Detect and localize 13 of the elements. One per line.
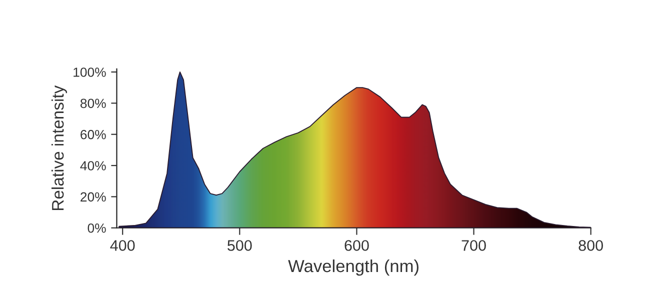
y-tick-label: 100% xyxy=(74,68,106,77)
x-tick-label: 600 xyxy=(344,240,369,251)
y-tick-label: 0% xyxy=(88,223,106,233)
x-tick-label: 800 xyxy=(578,240,603,251)
x-tick-label: 500 xyxy=(228,240,252,251)
x-axis-title: Wavelength (nm) xyxy=(288,259,418,276)
y-tick-label: 20% xyxy=(80,192,106,202)
y-tick-label: 60% xyxy=(80,130,106,140)
y-axis-title: Relative intensity xyxy=(51,85,68,210)
x-tick-label: 400 xyxy=(110,240,135,251)
x-tick-label: 700 xyxy=(462,240,486,251)
y-tick-label: 40% xyxy=(80,161,106,170)
y-tick-label: 80% xyxy=(80,98,106,108)
